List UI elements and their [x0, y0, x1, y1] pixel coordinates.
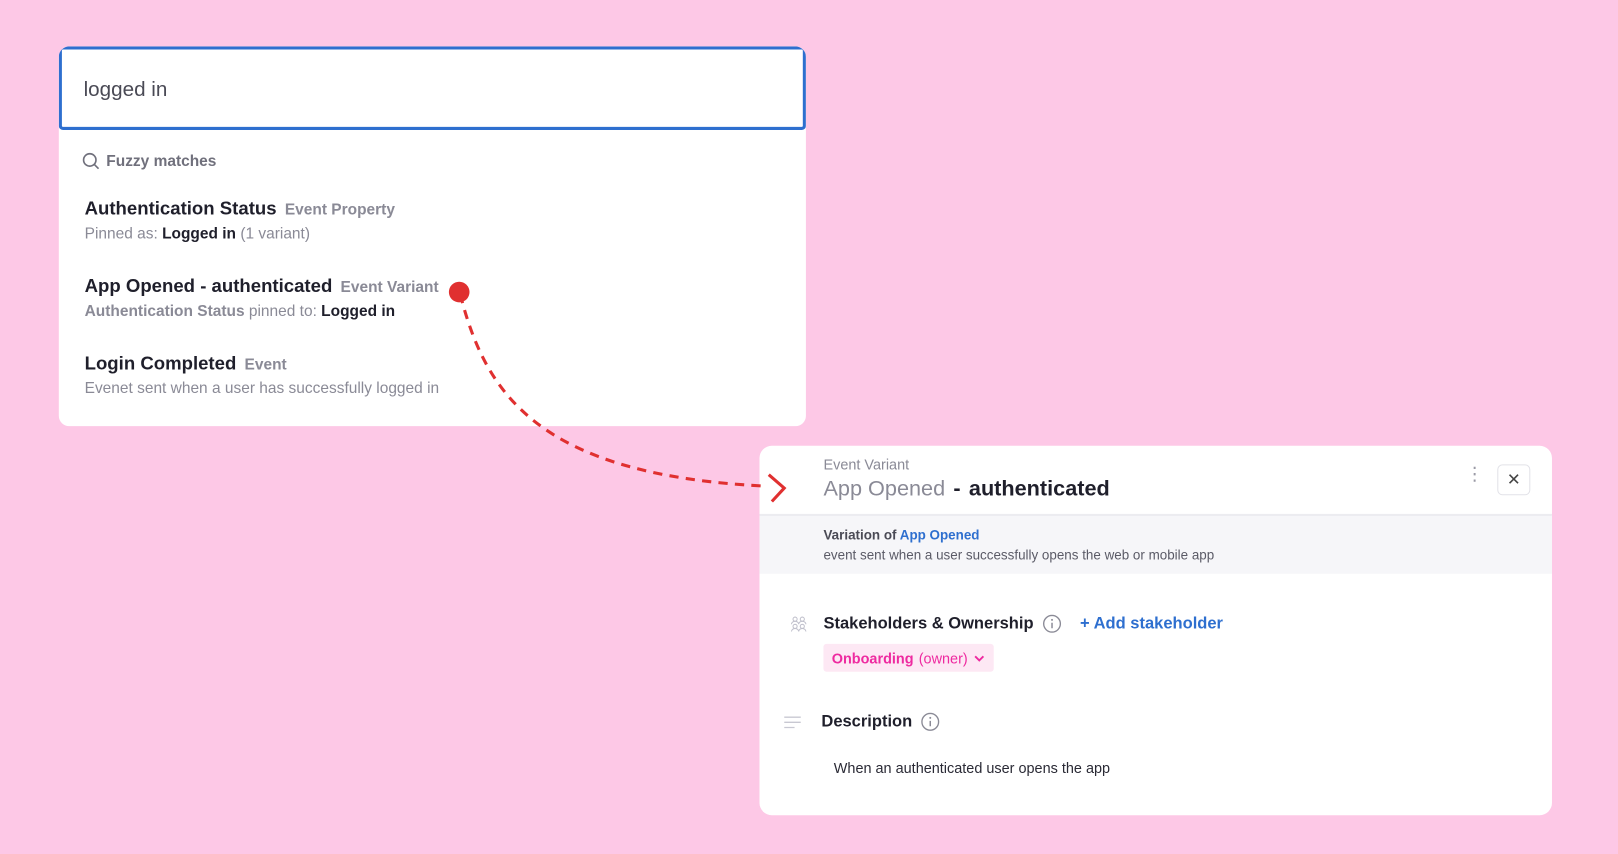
more-options-icon[interactable]: ⋮: [1465, 463, 1484, 484]
text-lines-icon: [784, 716, 801, 729]
close-icon: ✕: [1506, 471, 1521, 490]
arrow-head-icon: [767, 473, 787, 503]
close-button[interactable]: ✕: [1497, 464, 1531, 496]
description-section: Description: [821, 712, 940, 732]
result-type: Event: [244, 356, 287, 374]
dashed-connector: [458, 293, 764, 488]
owner-team: Onboarding: [831, 649, 914, 667]
panel-header: Event Variant App Opened - authenticated ⋮…: [759, 446, 1552, 516]
description-text[interactable]: When an authenticated user opens the app: [833, 759, 1111, 776]
title-separator: -: [953, 476, 961, 501]
search-query: logged in: [83, 78, 168, 102]
result-type: Event Variant: [340, 278, 439, 297]
panel-kind: Event Variant: [823, 456, 910, 473]
panel-title: App Opened - authenticated: [823, 477, 1109, 502]
info-icon[interactable]: [920, 712, 940, 732]
result-title: App Opened - authenticated: [84, 275, 333, 297]
result-sub-prefix: Authentication Status: [84, 302, 245, 320]
result-sub: Evenet sent when a user has successfully…: [84, 379, 440, 398]
stakeholders-label: Stakeholders & Ownership: [823, 614, 1034, 633]
base-event-description: event sent when a user successfully open…: [823, 546, 1215, 563]
result-sub-value: Logged in: [162, 224, 237, 243]
section-label: Fuzzy matches: [106, 152, 217, 170]
result-sub-prefix: Pinned as:: [84, 224, 158, 243]
result-sub-mid: pinned to:: [248, 302, 317, 320]
people-icon: [790, 616, 807, 632]
event-variant-panel: Event Variant App Opened - authenticated ⋮…: [759, 445, 1552, 816]
result-title: Login Completed: [84, 352, 237, 374]
owner-role: (owner): [918, 649, 968, 667]
result-item[interactable]: App Opened - authenticated Event Variant …: [85, 276, 439, 320]
search-dropdown: logged in Fuzzy matches Authentication S…: [58, 46, 806, 427]
variant-name[interactable]: authenticated: [968, 476, 1110, 501]
owner-team-dropdown[interactable]: Onboarding (owner): [823, 643, 994, 672]
result-sub-suffix: (1 variant): [240, 224, 311, 243]
search-input[interactable]: logged in: [58, 46, 806, 131]
search-icon: [82, 152, 100, 170]
connector-dot: [448, 281, 470, 303]
result-sub-value: Logged in: [321, 302, 396, 320]
result-item[interactable]: Authentication Status Event Property Pinn…: [85, 198, 395, 242]
info-icon[interactable]: [1042, 614, 1062, 634]
result-title: Authentication Status: [84, 198, 277, 219]
add-stakeholder-button[interactable]: + Add stakeholder: [1079, 614, 1223, 633]
stakeholders-section: Stakeholders & Ownership + Add stakehold…: [823, 614, 1223, 634]
variation-of-label: Variation of: [823, 527, 897, 543]
description-label: Description: [821, 712, 913, 731]
variation-info: Variation of App Opened event sent when …: [759, 515, 1552, 574]
chevron-down-icon: [974, 655, 984, 662]
result-item[interactable]: Login Completed Event Evenet sent when a …: [85, 353, 440, 397]
fuzzy-matches-header: Fuzzy matches: [82, 152, 217, 171]
result-type: Event Property: [284, 201, 395, 219]
base-event-link[interactable]: App Opened: [899, 527, 980, 543]
base-event-name: App Opened: [823, 476, 946, 501]
